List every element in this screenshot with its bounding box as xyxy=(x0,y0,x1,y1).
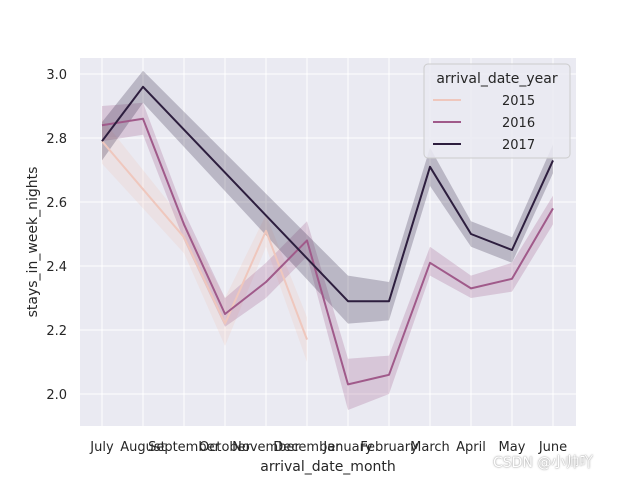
legend-label-2017: 2017 xyxy=(502,138,535,153)
y-tick-label: 2.2 xyxy=(46,324,67,339)
watermark: CSDN @小帅吖 xyxy=(493,455,594,471)
y-tick-label: 3.0 xyxy=(46,68,67,83)
x-tick-label: December xyxy=(273,440,341,455)
y-tick-label: 2.6 xyxy=(46,196,67,211)
x-tick-label: March xyxy=(410,440,450,455)
y-tick-label: 2.0 xyxy=(46,388,67,403)
series-lines xyxy=(101,85,554,386)
x-tick-label: February xyxy=(360,440,418,455)
series-line-2016 xyxy=(101,117,554,386)
x-axis-ticks: July AugustSeptemberOctoberNovemberDecemb… xyxy=(89,440,567,455)
y-tick-label: 2.8 xyxy=(46,132,67,147)
ci-band-2017 xyxy=(102,70,553,324)
series-line-2015 xyxy=(101,140,308,340)
ci-band-2015 xyxy=(102,118,307,362)
x-axis-label: arrival_date_month xyxy=(260,459,396,475)
x-tick-label: April xyxy=(456,440,486,455)
x-tick-label: May xyxy=(499,440,526,455)
x-tick-label: July xyxy=(89,440,114,455)
legend-items: 2015 2016 2017 xyxy=(433,94,535,153)
y-axis-ticks: 2.0 2.2 2.4 2.6 2.8 3.0 xyxy=(46,68,67,403)
y-tick-label: 2.4 xyxy=(46,260,67,275)
x-tick-label: October xyxy=(199,440,252,455)
x-tick-label: September xyxy=(148,440,221,455)
x-tick-label: January xyxy=(322,440,373,455)
x-tick-label: November xyxy=(232,440,300,455)
legend-label-2016: 2016 xyxy=(502,116,535,131)
x-tick-label: August xyxy=(120,440,166,455)
y-axis-label: stays_in_week_nights xyxy=(25,167,41,318)
x-tick-label: June xyxy=(538,440,567,455)
legend: arrival_date_year 2015 2016 2017 xyxy=(423,63,571,159)
series-line-2017 xyxy=(101,85,554,303)
legend-title: arrival_date_year xyxy=(436,71,558,87)
legend-box xyxy=(423,63,571,159)
legend-label-2015: 2015 xyxy=(502,94,535,109)
